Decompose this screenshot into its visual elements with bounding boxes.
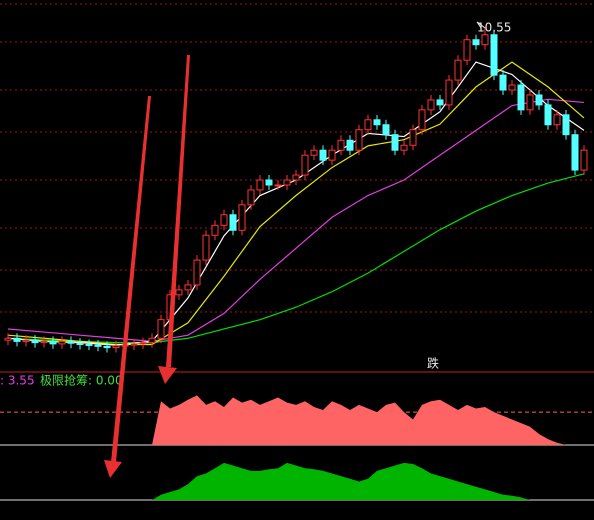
candle-body (382, 124, 390, 136)
candle-body (517, 84, 525, 111)
candle-body (94, 344, 102, 347)
candle-body (175, 289, 183, 296)
candle-body (13, 337, 21, 342)
indicator-area (8, 462, 584, 500)
candle-body (391, 134, 399, 151)
candle-body (31, 339, 39, 344)
candle-body (4, 337, 12, 341)
indicator-label: 极限抢筹: 0.00 (40, 373, 123, 388)
candle-body (328, 149, 336, 161)
candle-body (103, 345, 111, 349)
candle-body (562, 114, 570, 136)
candle-body (310, 149, 318, 156)
candle-body (418, 109, 426, 131)
candle-body (274, 184, 282, 187)
moving-average (7, 173, 585, 344)
candle-body (481, 34, 489, 46)
candle-body (238, 204, 246, 231)
candle-body (535, 94, 543, 106)
candle-body (580, 149, 588, 171)
annotation-leader (476, 21, 486, 29)
candle-body (85, 343, 93, 346)
indicator-label: : 3.55 (0, 374, 35, 388)
moving-average (7, 61, 585, 346)
candle-body (301, 154, 309, 176)
candle-body (526, 94, 534, 111)
candle-body (283, 179, 291, 186)
moving-average (7, 61, 585, 346)
candle-body (148, 337, 156, 344)
candle-body (76, 342, 84, 345)
candle-body (337, 139, 345, 151)
candle-body (202, 234, 210, 261)
candle-body (544, 104, 552, 126)
candle-body (364, 119, 372, 131)
candle-body (409, 129, 417, 146)
candle-body (463, 39, 471, 61)
candle-body (490, 34, 498, 76)
candle-body (22, 339, 30, 342)
high-annotation: 10.55 (477, 20, 511, 34)
candle-body (40, 340, 48, 344)
candle-body (319, 149, 327, 161)
plot-layer: 10.55 (0, 20, 594, 500)
candle-body (220, 214, 228, 226)
candle-body (400, 144, 408, 151)
candle-body (472, 39, 480, 46)
moving-average (7, 98, 585, 342)
candle-body (346, 139, 354, 151)
candle-body (247, 189, 255, 206)
candle-body (130, 343, 138, 346)
candle-body (139, 342, 147, 345)
candle-body (292, 174, 300, 181)
candle-body (445, 79, 453, 106)
candle-body (355, 129, 363, 151)
candle-body (508, 84, 516, 91)
candle-body (454, 59, 462, 81)
candle-body (553, 114, 561, 126)
candle-body (184, 284, 192, 291)
candle-body (499, 74, 507, 91)
candle-body (193, 259, 201, 286)
arrow (104, 55, 190, 478)
candle-body (67, 340, 75, 344)
candle-body (157, 319, 165, 339)
candle-body (265, 179, 273, 186)
candle-body (49, 340, 57, 345)
candle-body (373, 119, 381, 126)
candle-body (58, 340, 66, 345)
candle-body (229, 214, 237, 231)
candle-body (427, 99, 435, 111)
signal-label: 跌 (427, 356, 439, 371)
candle-body (211, 224, 219, 236)
candle-body (571, 134, 579, 171)
dotted-grid (0, 3, 594, 313)
indicator-area (8, 395, 584, 445)
candle-body (436, 99, 444, 106)
candle-body (256, 179, 264, 191)
candle-body (112, 345, 120, 349)
